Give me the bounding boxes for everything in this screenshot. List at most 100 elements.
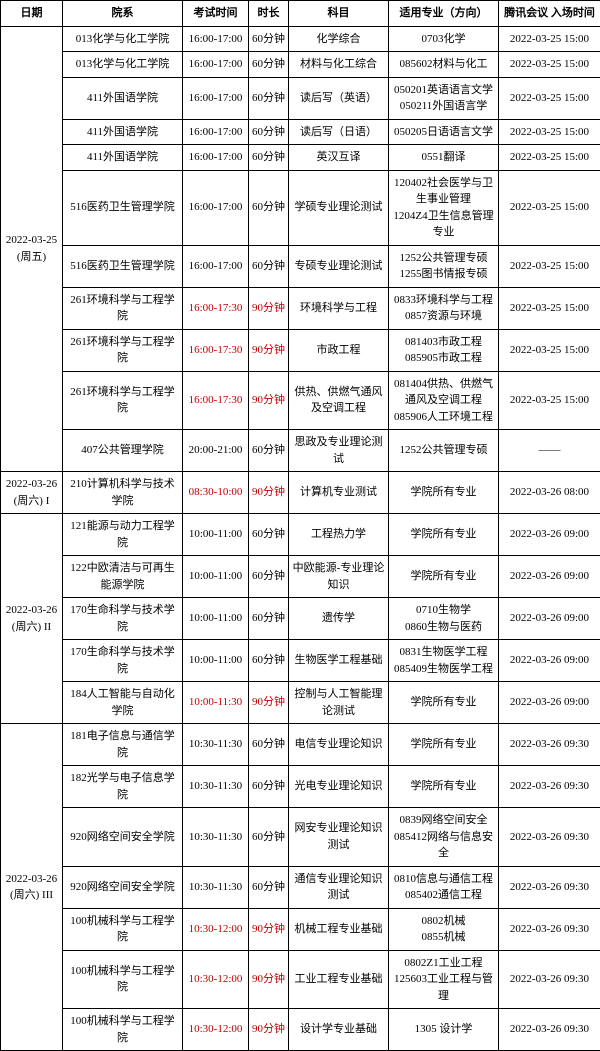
meeting-cell: —— bbox=[499, 430, 600, 472]
major-cell: 0810信息与通信工程085402通信工程 bbox=[389, 866, 499, 908]
dept-cell: 100机械科学与工程学院 bbox=[63, 1009, 183, 1051]
exam-time-cell: 10:30-12:00 bbox=[183, 1009, 249, 1051]
subject-cell: 思政及专业理论测试 bbox=[289, 430, 389, 472]
major-cell: 1252公共管理专硕1255图书情报专硕 bbox=[389, 245, 499, 287]
duration-cell: 90分钟 bbox=[249, 371, 289, 430]
meeting-cell: 2022-03-26 09:00 bbox=[499, 682, 600, 724]
date-cell: 2022-03-25(周五) bbox=[1, 26, 63, 472]
duration-cell: 60分钟 bbox=[249, 145, 289, 171]
table-row: 170生命科学与技术学院10:00-11:0060分钟遗传学0710生物学086… bbox=[1, 598, 600, 640]
major-cell: 学院所有专业 bbox=[389, 472, 499, 514]
major-cell: 学院所有专业 bbox=[389, 556, 499, 598]
duration-cell: 90分钟 bbox=[249, 1009, 289, 1051]
dept-cell: 170生命科学与技术学院 bbox=[63, 598, 183, 640]
exam-time-cell: 08:30-10:00 bbox=[183, 472, 249, 514]
major-cell: 学院所有专业 bbox=[389, 682, 499, 724]
table-row: 261环境科学与工程学院16:00-17:3090分钟环境科学与工程0833环境… bbox=[1, 287, 600, 329]
dept-cell: 411外国语学院 bbox=[63, 145, 183, 171]
dept-cell: 181电子信息与通信学院 bbox=[63, 724, 183, 766]
meeting-cell: 2022-03-25 15:00 bbox=[499, 77, 600, 119]
header-row: 日期 院系 考试时间 时长 科目 适用专业（方向） 腾讯会议 入场时间 bbox=[1, 1, 600, 27]
meeting-cell: 2022-03-26 09:00 bbox=[499, 598, 600, 640]
header-duration: 时长 bbox=[249, 1, 289, 27]
date-cell: 2022-03-26(周六) III bbox=[1, 724, 63, 1051]
dept-cell: 170生命科学与技术学院 bbox=[63, 640, 183, 682]
exam-time-cell: 10:00-11:30 bbox=[183, 682, 249, 724]
exam-time-cell: 16:00-17:00 bbox=[183, 77, 249, 119]
meeting-cell: 2022-03-25 15:00 bbox=[499, 287, 600, 329]
dept-cell: 013化学与化工学院 bbox=[63, 26, 183, 52]
major-cell: 0833环境科学与工程0857资源与环境 bbox=[389, 287, 499, 329]
major-cell: 0703化学 bbox=[389, 26, 499, 52]
table-row: 100机械科学与工程学院10:30-12:0090分钟工业工程专业基础0802Z… bbox=[1, 950, 600, 1009]
duration-cell: 60分钟 bbox=[249, 52, 289, 78]
duration-cell: 90分钟 bbox=[249, 472, 289, 514]
exam-time-cell: 10:30-11:30 bbox=[183, 866, 249, 908]
meeting-cell: 2022-03-26 09:30 bbox=[499, 908, 600, 950]
meeting-cell: 2022-03-25 15:00 bbox=[499, 26, 600, 52]
subject-cell: 供热、供燃气通风及空调工程 bbox=[289, 371, 389, 430]
duration-cell: 60分钟 bbox=[249, 119, 289, 145]
dept-cell: 182光学与电子信息学院 bbox=[63, 766, 183, 808]
major-cell: 0839网络空间安全085412网络与信息安全 bbox=[389, 808, 499, 867]
dept-cell: 122中欧清洁与可再生能源学院 bbox=[63, 556, 183, 598]
exam-time-cell: 20:00-21:00 bbox=[183, 430, 249, 472]
exam-time-cell: 10:30-12:00 bbox=[183, 950, 249, 1009]
meeting-cell: 2022-03-26 09:00 bbox=[499, 514, 600, 556]
major-cell: 081404供热、供燃气通风及空调工程085906人工环境工程 bbox=[389, 371, 499, 430]
duration-cell: 60分钟 bbox=[249, 170, 289, 245]
duration-cell: 60分钟 bbox=[249, 808, 289, 867]
table-row: 411外国语学院16:00-17:0060分钟读后写（英语）050201英语语言… bbox=[1, 77, 600, 119]
exam-time-cell: 16:00-17:30 bbox=[183, 371, 249, 430]
major-cell: 0551翻译 bbox=[389, 145, 499, 171]
meeting-cell: 2022-03-26 09:30 bbox=[499, 766, 600, 808]
meeting-cell: 2022-03-25 15:00 bbox=[499, 245, 600, 287]
subject-cell: 工业工程专业基础 bbox=[289, 950, 389, 1009]
duration-cell: 60分钟 bbox=[249, 866, 289, 908]
table-row: 122中欧清洁与可再生能源学院10:00-11:0060分钟中欧能源-专业理论知… bbox=[1, 556, 600, 598]
duration-cell: 60分钟 bbox=[249, 26, 289, 52]
table-row: 261环境科学与工程学院16:00-17:3090分钟供热、供燃气通风及空调工程… bbox=[1, 371, 600, 430]
dept-cell: 100机械科学与工程学院 bbox=[63, 950, 183, 1009]
exam-time-cell: 10:30-11:30 bbox=[183, 724, 249, 766]
table-row: 100机械科学与工程学院10:30-12:0090分钟设计学专业基础1305 设… bbox=[1, 1009, 600, 1051]
subject-cell: 设计学专业基础 bbox=[289, 1009, 389, 1051]
header-dept: 院系 bbox=[63, 1, 183, 27]
table-row: 411外国语学院16:00-17:0060分钟英汉互译0551翻译2022-03… bbox=[1, 145, 600, 171]
exam-time-cell: 16:00-17:30 bbox=[183, 287, 249, 329]
header-exam-time: 考试时间 bbox=[183, 1, 249, 27]
exam-time-cell: 16:00-17:00 bbox=[183, 119, 249, 145]
table-row: 013化学与化工学院16:00-17:0060分钟材料与化工综合085602材料… bbox=[1, 52, 600, 78]
exam-time-cell: 10:30-11:30 bbox=[183, 808, 249, 867]
dept-cell: 261环境科学与工程学院 bbox=[63, 287, 183, 329]
major-cell: 0802机械0855机械 bbox=[389, 908, 499, 950]
table-row: 170生命科学与技术学院10:00-11:0060分钟生物医学工程基础0831生… bbox=[1, 640, 600, 682]
meeting-cell: 2022-03-26 09:30 bbox=[499, 1009, 600, 1051]
dept-cell: 261环境科学与工程学院 bbox=[63, 371, 183, 430]
exam-time-cell: 10:30-12:00 bbox=[183, 908, 249, 950]
major-cell: 0710生物学0860生物与医药 bbox=[389, 598, 499, 640]
exam-schedule-table: 日期 院系 考试时间 时长 科目 适用专业（方向） 腾讯会议 入场时间 2022… bbox=[0, 0, 600, 1051]
table-row: 261环境科学与工程学院16:00-17:3090分钟市政工程081403市政工… bbox=[1, 329, 600, 371]
subject-cell: 市政工程 bbox=[289, 329, 389, 371]
dept-cell: 261环境科学与工程学院 bbox=[63, 329, 183, 371]
major-cell: 0831生物医学工程085409生物医学工程 bbox=[389, 640, 499, 682]
meeting-cell: 2022-03-25 15:00 bbox=[499, 170, 600, 245]
exam-time-cell: 16:00-17:00 bbox=[183, 52, 249, 78]
table-row: 182光学与电子信息学院10:30-11:3060分钟光电专业理论知识学院所有专… bbox=[1, 766, 600, 808]
dept-cell: 210计算机科学与技术学院 bbox=[63, 472, 183, 514]
duration-cell: 60分钟 bbox=[249, 77, 289, 119]
major-cell: 085602材料与化工 bbox=[389, 52, 499, 78]
table-row: 407公共管理学院20:00-21:0060分钟思政及专业理论测试1252公共管… bbox=[1, 430, 600, 472]
meeting-cell: 2022-03-25 15:00 bbox=[499, 371, 600, 430]
table-row: 920网络空间安全学院10:30-11:3060分钟通信专业理论知识测试0810… bbox=[1, 866, 600, 908]
table-row: 2022-03-25(周五)013化学与化工学院16:00-17:0060分钟化… bbox=[1, 26, 600, 52]
meeting-cell: 2022-03-26 09:30 bbox=[499, 724, 600, 766]
exam-time-cell: 10:00-11:00 bbox=[183, 598, 249, 640]
table-row: 516医药卫生管理学院16:00-17:0060分钟专硕专业理论测试1252公共… bbox=[1, 245, 600, 287]
subject-cell: 控制与人工智能理论测试 bbox=[289, 682, 389, 724]
subject-cell: 环境科学与工程 bbox=[289, 287, 389, 329]
meeting-cell: 2022-03-26 08:00 bbox=[499, 472, 600, 514]
table-row: 2022-03-26(周六) III181电子信息与通信学院10:30-11:3… bbox=[1, 724, 600, 766]
major-cell: 081403市政工程085905市政工程 bbox=[389, 329, 499, 371]
